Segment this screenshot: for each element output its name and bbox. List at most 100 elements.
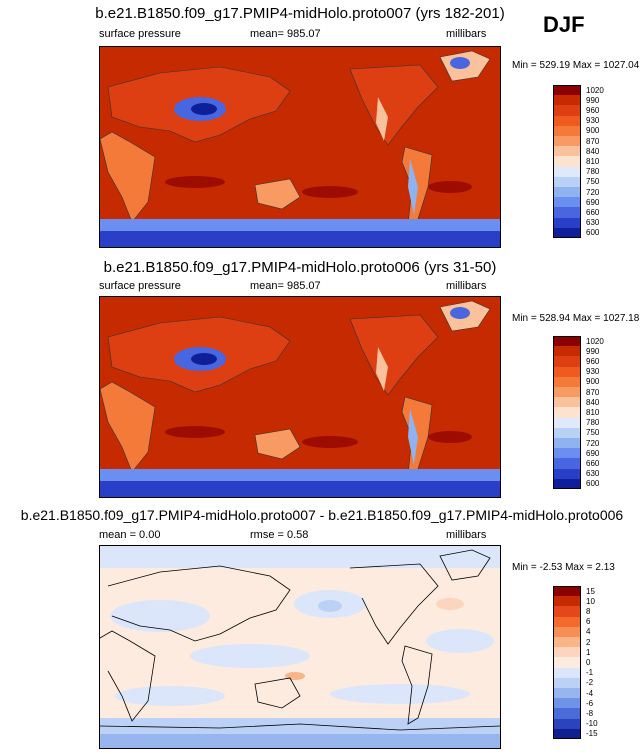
- africa-shape: [100, 131, 156, 223]
- colorbar-label: 930: [586, 116, 600, 126]
- colorbar-swatch: [553, 586, 581, 597]
- colorbar-label: 2: [586, 637, 591, 647]
- colorbar-swatch: [553, 657, 581, 669]
- colorbar-swatch: [553, 166, 581, 178]
- difference-patches: [100, 546, 500, 748]
- season-label: DJF: [543, 12, 585, 37]
- colorbar-label: -4: [586, 688, 594, 698]
- colorbar-label: 1020: [586, 336, 604, 346]
- panel1-map: [99, 46, 501, 248]
- colorbar-swatch: [553, 95, 581, 106]
- negative-core-2: [318, 600, 342, 612]
- coast-greenland: [439, 549, 491, 581]
- andes-shape: [408, 409, 418, 465]
- panel2-variable: surface pressure: [99, 280, 181, 292]
- positive-patch-2: [285, 672, 305, 680]
- colorbar-label: 750: [586, 428, 600, 438]
- colorbar-label: 630: [586, 469, 600, 479]
- colorbar-label: -2: [586, 678, 594, 688]
- colorbar-swatch: [553, 698, 581, 709]
- negative-patch-4: [426, 629, 494, 653]
- colorbar-label: 8: [586, 606, 591, 616]
- colorbar-label: 660: [586, 207, 600, 217]
- colorbar-label: 990: [586, 346, 600, 356]
- negative-patch-1: [110, 600, 210, 632]
- rockies-shape: [376, 97, 388, 141]
- coastlines: [100, 549, 500, 731]
- colorbar-swatch: [553, 637, 581, 648]
- colorbar-swatch: [553, 606, 581, 618]
- antarctica-interior-shape: [100, 481, 500, 497]
- high-pressure-cell-2: [302, 436, 358, 448]
- australia-shape: [254, 428, 301, 460]
- colorbar-swatch: [553, 438, 581, 449]
- colorbar-label: 690: [586, 197, 600, 207]
- panel3-map: [99, 545, 501, 749]
- colorbar-swatch: [553, 708, 581, 720]
- colorbar-swatch: [553, 187, 581, 198]
- colorbar-label: 600: [586, 228, 600, 238]
- panel1-title: b.e21.B1850.f09_g17.PMIP4-midHolo.proto0…: [95, 5, 505, 22]
- colorbar-label: 0: [586, 657, 591, 667]
- colorbar-swatch: [553, 197, 581, 208]
- continents: [100, 50, 500, 247]
- colorbar-swatch: [553, 718, 581, 730]
- tibet-core-shape: [191, 353, 217, 365]
- colorbar-swatch: [553, 376, 581, 388]
- panel3-mean: mean = 0.00: [99, 529, 161, 541]
- colorbar-label: 960: [586, 356, 600, 366]
- colorbar-label: 720: [586, 187, 600, 197]
- panel3-units: millibars: [446, 529, 487, 541]
- colorbar-label: 870: [586, 136, 600, 146]
- colorbar-swatch: [553, 688, 581, 699]
- colorbar-label: 870: [586, 387, 600, 397]
- colorbar-swatch: [553, 427, 581, 439]
- panel1-minmax: Min = 529.19 Max = 1027.04: [512, 60, 640, 71]
- colorbar-label: 810: [586, 156, 600, 166]
- colorbar-label: 930: [586, 367, 600, 377]
- panel1-colorbar: 1020 990 960 930 900 870 840 810 780 750 720 690 660…: [553, 85, 643, 240]
- colorbar-label: 15: [586, 586, 595, 596]
- colorbar-label: 750: [586, 177, 600, 187]
- high-pressure-cell-1: [165, 426, 225, 438]
- andes-shape: [408, 159, 418, 215]
- colorbar-swatch: [553, 346, 581, 357]
- positive-patch-1: [436, 598, 464, 610]
- antarctica-interior-shape: [100, 231, 500, 247]
- colorbar-label: -8: [586, 708, 594, 718]
- panel2-map: [99, 296, 501, 498]
- colorbar-label: 1020: [586, 85, 604, 95]
- colorbar-label: 660: [586, 458, 600, 468]
- colorbar-label: 4: [586, 627, 591, 637]
- colorbar-label: -1: [586, 668, 594, 678]
- panel2-mean: mean= 985.07: [250, 280, 321, 292]
- negative-patch-3: [190, 644, 310, 668]
- greenland-ice-shape: [450, 57, 470, 69]
- africa-shape: [100, 381, 156, 473]
- greenland-ice-shape: [450, 307, 470, 319]
- colorbar-swatch: [553, 677, 581, 689]
- coast-antarctica: [100, 723, 500, 731]
- high-pressure-cell-3: [428, 181, 472, 193]
- coast-africa: [100, 630, 156, 722]
- colorbar-swatch: [553, 207, 581, 219]
- colorbar-label: 600: [586, 479, 600, 489]
- rockies-shape: [376, 347, 388, 391]
- colorbar-swatch: [553, 366, 581, 378]
- panel2-map-svg: [100, 297, 500, 497]
- colorbar-label: -6: [586, 698, 594, 708]
- colorbar-label: 840: [586, 397, 600, 407]
- coast-south-america: [401, 645, 433, 725]
- colorbar-swatch: [553, 407, 581, 419]
- colorbar-swatch: [553, 626, 581, 638]
- colorbar-swatch: [553, 156, 581, 168]
- colorbar-label: 10: [586, 596, 595, 606]
- arctic-negative-band: [100, 546, 500, 568]
- colorbar-swatch: [553, 136, 581, 147]
- colorbar-swatch: [553, 397, 581, 408]
- panel3-minmax: Min = -2.53 Max = 2.13: [512, 562, 615, 573]
- panel2-colorbar: 1020 990 960 930 900 870 840 810 780 750 720 690 660…: [553, 336, 643, 491]
- continents: [100, 300, 500, 497]
- colorbar-label: 720: [586, 438, 600, 448]
- colorbar-swatch: [553, 105, 581, 117]
